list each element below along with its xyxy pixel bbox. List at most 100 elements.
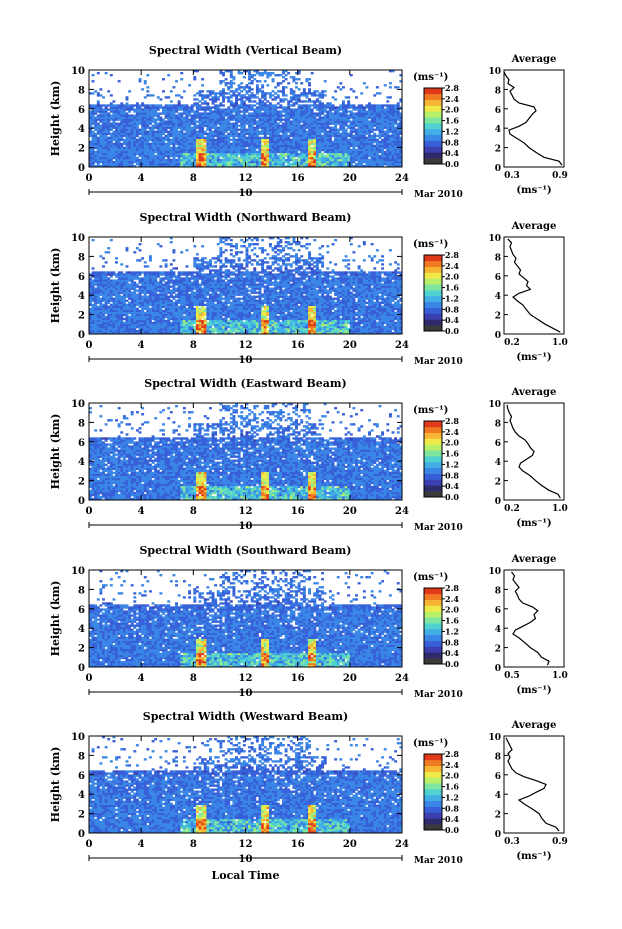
average-unit: (ms⁻¹) [516,685,551,696]
y-tick-label: 10 [71,399,85,410]
colorbar-tick-label: 1.2 [445,126,459,136]
average-x-tick-label: 0.9 [552,171,568,181]
x-tick-label: 0 [86,173,93,184]
y-tick-label: 6 [78,771,85,782]
colorbar-segment [424,146,442,153]
colorbar-segment [424,313,442,320]
average-y-tick-label: 2 [495,478,501,488]
colorbar-segment [424,450,442,457]
average-frame [503,69,565,168]
x-tick-label: 16 [291,173,305,184]
colorbar-tick-label: 0.8 [445,637,459,647]
average-profile-line [511,571,550,666]
colorbar-segment [424,266,442,273]
colorbar-tick-label: 2.8 [445,250,459,260]
average-frame [503,735,565,834]
colorbar-segment [424,588,442,595]
colorbar-segment [424,783,442,790]
x-tick-label: 16 [291,839,305,850]
colorbar-segment [424,652,442,659]
colorbar-tick-label: 2.4 [445,427,459,437]
average-title: Average [511,221,557,232]
colorbar-segment [424,284,442,291]
colorbar-segment [424,806,442,813]
month-label: Mar 2010 [414,357,463,367]
colorbar-segment [424,623,442,630]
average-x-tick-label: 0.2 [504,338,520,348]
y-tick-label: 0 [78,496,85,507]
colorbar-tick-label: 0.8 [445,470,459,480]
x-tick-label: 20 [343,173,357,184]
month-label: Mar 2010 [414,190,463,200]
colorbar-tick-label: 1.2 [445,626,459,636]
x-axis-label: Local Time [212,869,280,882]
colorbar-tick-label: 0.8 [445,137,459,147]
colorbar-tick-label: 0.0 [445,159,459,169]
colorbar-segment [424,140,442,147]
colorbar-segment [424,260,442,267]
colorbar-tick-label: 1.2 [445,792,459,802]
x-tick-label: 20 [343,839,357,850]
average-y-tick-label: 2 [495,312,501,322]
x-tick-label: 20 [343,340,357,351]
average-y-tick-label: 4 [495,791,501,801]
average-x-tick-label: 0.3 [504,171,520,181]
colorbar-segment [424,105,442,112]
colorbar-tick-label: 2.8 [445,583,459,593]
colorbar-segment [424,640,442,647]
average-panel: Average 0 2 4 6 8 10 0.3 0.9(ms⁻¹) [488,54,567,196]
x-tick-label: 4 [138,340,145,351]
x-tick-label: 8 [190,673,197,684]
heatmap-cells [89,70,403,168]
month-label: Mar 2010 [414,690,463,700]
average-y-tick-label: 10 [488,234,501,244]
x-tick-label: 8 [190,173,197,184]
colorbar-segment [424,812,442,819]
average-title: Average [511,554,557,565]
colorbar-segment [424,301,442,308]
x-tick-label: 12 [239,839,253,850]
colorbar-segment [424,158,442,164]
y-tick-label: 4 [78,457,85,468]
colorbar-segment [424,485,442,492]
average-y-tick-label: 6 [495,606,501,616]
heatmap-cells [89,237,403,335]
average-frame [503,236,565,335]
y-tick-label: 4 [78,291,85,302]
average-x-tick-label: 0.2 [504,504,520,514]
y-tick-label: 10 [71,732,85,743]
colorbar-tick-label: 2.4 [445,261,459,271]
x-tick-label: 0 [86,673,93,684]
average-x-tick-label: 0.5 [504,671,520,681]
colorbar-tick-label: 2.0 [445,771,459,781]
colorbar: 0.00.40.81.21.62.02.42.8 [423,416,459,502]
panel-title: Spectral Width (Southward Beam) [139,544,351,557]
colorbar-segment [424,634,442,641]
average-y-tick-label: 10 [488,400,501,410]
average-y-tick-label: 4 [495,458,501,468]
colorbar-segment [424,491,442,497]
day-label: 10 [239,688,253,699]
colorbar-tick-label: 1.6 [445,116,459,126]
panel-title: Spectral Width (Westward Beam) [143,710,348,723]
y-axis-label: Height (km) [49,747,62,823]
average-y-tick-label: 0 [495,331,501,341]
panel-title: Spectral Width (Vertical Beam) [149,44,342,57]
y-tick-label: 10 [71,233,85,244]
average-y-tick-label: 8 [495,86,501,96]
month-label: Mar 2010 [414,523,463,533]
colorbar-tick-label: 2.8 [445,749,459,759]
colorbar-tick-label: 0.4 [445,148,459,158]
y-tick-label: 6 [78,438,85,449]
colorbar-frame [423,420,443,498]
average-y-tick-label: 4 [495,125,501,135]
y-tick-label: 0 [78,663,85,674]
colorbar-segment [424,432,442,439]
colorbar-tick-label: 0.4 [445,648,459,658]
y-axis-label: Height (km) [49,581,62,657]
average-y-tick-label: 10 [488,567,501,577]
colorbar-segment [424,765,442,772]
average-y-tick-label: 2 [495,645,501,655]
